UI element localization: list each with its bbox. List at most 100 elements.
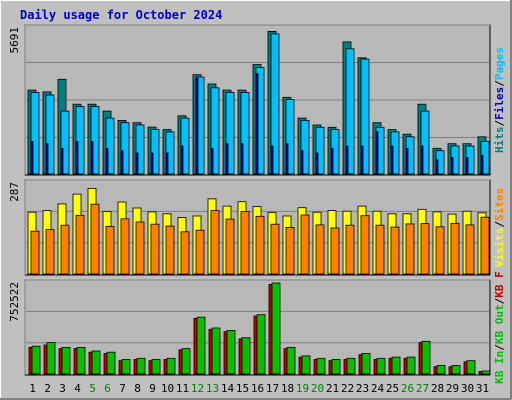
legend-entry: KB In bbox=[493, 351, 506, 384]
bar-kb-in bbox=[346, 357, 356, 375]
legend-entry: Files bbox=[493, 87, 506, 120]
legend-entry: / bbox=[493, 120, 506, 127]
bar-files bbox=[315, 152, 319, 175]
x-tick-label: 30 bbox=[461, 382, 474, 395]
bar-kb-in bbox=[46, 342, 56, 375]
bar-files bbox=[45, 143, 49, 175]
bar-pages bbox=[105, 117, 115, 175]
bar-kb-in bbox=[196, 316, 206, 375]
bar-files bbox=[105, 147, 109, 175]
bar-pages bbox=[420, 110, 430, 175]
bar-pages bbox=[225, 92, 235, 175]
bar-files bbox=[90, 140, 94, 175]
x-tick-label: 29 bbox=[446, 382, 459, 395]
bar-sites bbox=[330, 227, 340, 275]
bar-kb-in bbox=[331, 359, 341, 375]
x-tick-label: 21 bbox=[326, 382, 339, 395]
x-tick-label: 23 bbox=[356, 382, 369, 395]
x-tick-label: 7 bbox=[119, 382, 126, 395]
bar-sites bbox=[450, 222, 460, 275]
bar-pages bbox=[270, 33, 280, 175]
bar-files bbox=[390, 145, 394, 175]
chart-panels: 5691 287 752522 bbox=[8, 24, 491, 376]
x-tick-label: 18 bbox=[281, 382, 294, 395]
bar-pages bbox=[90, 106, 100, 175]
bar-kb-in bbox=[391, 356, 401, 375]
bar-files bbox=[75, 140, 79, 175]
bar-sites bbox=[75, 214, 85, 275]
bar-kb-in bbox=[121, 359, 131, 375]
bar-files bbox=[150, 152, 154, 175]
bar-kb-in bbox=[31, 345, 41, 375]
bar-sites bbox=[165, 225, 175, 275]
bar-files bbox=[135, 152, 139, 175]
bar-files bbox=[120, 150, 124, 175]
bar-files bbox=[210, 147, 214, 175]
bar-sites bbox=[255, 215, 265, 275]
bar-kb-in bbox=[316, 357, 326, 375]
chart-title: Daily usage for October 2024 bbox=[20, 8, 222, 22]
bar-sites bbox=[315, 224, 325, 275]
bar-sites bbox=[465, 224, 475, 275]
bar-sites bbox=[270, 223, 280, 275]
bar-kb-in bbox=[136, 357, 146, 375]
bar-files bbox=[435, 159, 439, 175]
panel3: 752522 bbox=[8, 279, 491, 376]
x-tick-label: 25 bbox=[386, 382, 399, 395]
bar-files bbox=[195, 77, 199, 175]
bar-pages bbox=[45, 94, 55, 175]
bar-files bbox=[165, 152, 169, 175]
bar-sites bbox=[105, 225, 115, 275]
bar-sites bbox=[150, 223, 160, 275]
bar-files bbox=[480, 154, 484, 175]
bar-pages bbox=[315, 126, 325, 175]
bar-kb-in bbox=[466, 360, 476, 375]
x-tick-label: 19 bbox=[296, 382, 309, 395]
bar-kb-in bbox=[211, 327, 221, 375]
bar-pages bbox=[30, 92, 40, 175]
bar-sites bbox=[300, 214, 310, 275]
bar-kb-in bbox=[106, 351, 116, 375]
bar-sites bbox=[90, 203, 100, 275]
legend-entry: KB F bbox=[493, 271, 506, 298]
bar-sites bbox=[210, 210, 220, 275]
bar-pages bbox=[285, 99, 295, 175]
bar-files bbox=[420, 145, 424, 175]
panel3-legend: KB In/KB Out/KB F bbox=[493, 271, 506, 384]
bar-pages bbox=[360, 58, 370, 175]
bar-pages bbox=[120, 122, 130, 175]
bar-kb-in bbox=[451, 365, 461, 375]
x-tick-label: 2 bbox=[44, 382, 51, 395]
x-axis-labels: 1 2 3 4 5 6 7 8 9 10 11 12 13 14 15 16 17 18 19 20 21 22 23 24 2… bbox=[29, 382, 489, 395]
bar-kb-in bbox=[241, 337, 251, 375]
bar-kb-in bbox=[151, 359, 161, 375]
x-tick-label: 4 bbox=[74, 382, 81, 395]
bar-sites bbox=[135, 221, 145, 275]
bar-pages bbox=[75, 106, 85, 175]
bar-kb-in bbox=[376, 357, 386, 375]
bar-files bbox=[30, 140, 34, 175]
bar-sites bbox=[30, 230, 40, 275]
bar-files bbox=[360, 145, 364, 175]
bar-kb-in bbox=[166, 357, 176, 375]
bar-files bbox=[270, 145, 274, 175]
bar-pages bbox=[210, 87, 220, 175]
bar-kb-in bbox=[481, 370, 491, 375]
bar-sites bbox=[240, 211, 250, 275]
bar-files bbox=[285, 143, 289, 175]
bar-sites bbox=[405, 223, 415, 275]
bar-kb-in bbox=[256, 314, 266, 375]
x-tick-label: 10 bbox=[161, 382, 174, 395]
bar-sites bbox=[480, 216, 490, 275]
x-tick-label: 20 bbox=[311, 382, 324, 395]
bar-files bbox=[240, 143, 244, 175]
panel1: 5691 bbox=[8, 24, 491, 176]
legend-entry: Hits bbox=[493, 127, 506, 154]
bar-sites bbox=[435, 226, 445, 275]
bar-kb-in bbox=[76, 346, 86, 375]
bar-files bbox=[375, 131, 379, 175]
panel2-legend: Visits/Sites bbox=[493, 188, 506, 268]
bar-kb-in bbox=[61, 346, 71, 375]
legend-entry: / bbox=[493, 221, 506, 228]
bar-files bbox=[450, 157, 454, 175]
